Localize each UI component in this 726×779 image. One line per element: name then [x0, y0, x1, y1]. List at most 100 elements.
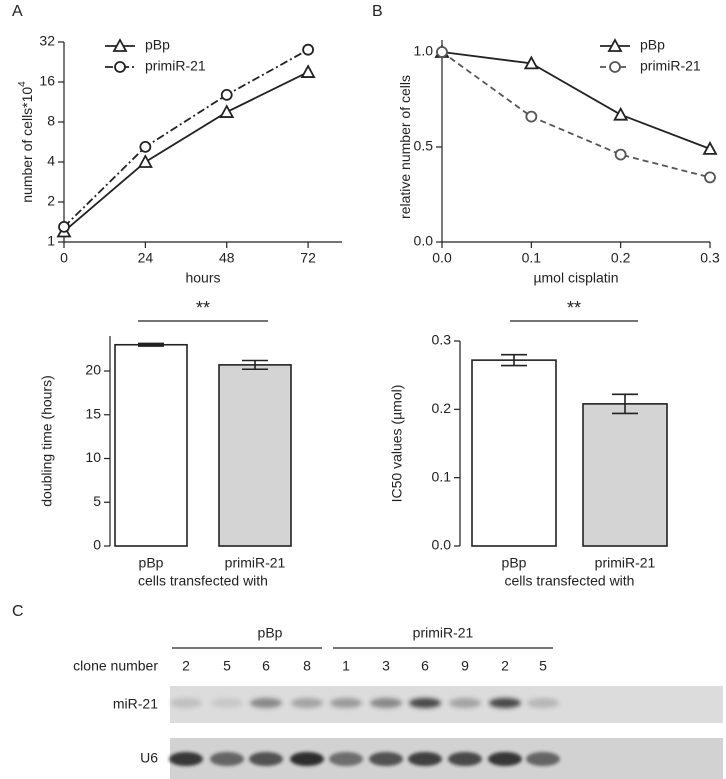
x-tick-label: 24 [138, 250, 154, 266]
marker [614, 148, 627, 161]
legend-label: pBp [640, 37, 665, 53]
marker [525, 110, 538, 123]
x-tick-label: 0.3 [700, 250, 720, 266]
band [169, 752, 203, 766]
y-tick-label: 0.0 [414, 233, 434, 249]
x-axis-label: µmol cisplatin [533, 270, 618, 286]
y-tick-label: 5 [93, 493, 101, 509]
bar [582, 403, 668, 547]
panel-letter: A [12, 3, 23, 20]
y-tick-label: 0.3 [432, 332, 452, 348]
band [210, 752, 244, 766]
clone-number: 3 [382, 658, 390, 674]
marker [220, 88, 233, 101]
band [370, 698, 402, 708]
legend-label: primiR-21 [145, 58, 206, 74]
y-tick-label: 1.0 [414, 43, 434, 59]
y-tick-label: 4 [47, 153, 55, 169]
x-tick-label: 0.0 [432, 250, 452, 266]
y-tick-label: 16 [39, 73, 55, 89]
y-axis-label-text: relative number of cells [397, 75, 413, 219]
x-axis-label: hours [185, 270, 220, 286]
row-label: miR-21 [113, 696, 158, 712]
x-tick-label: 0.2 [611, 250, 631, 266]
band [250, 698, 282, 708]
clone-number: 5 [539, 658, 547, 674]
y-tick-label: 2 [47, 193, 55, 209]
band [291, 698, 323, 708]
marker [302, 43, 314, 56]
marker [436, 46, 448, 58]
marker [613, 106, 629, 121]
panel-letter: C [12, 603, 24, 620]
group-label: pBp [258, 625, 283, 641]
error-bar [242, 359, 268, 371]
significance-label: ** [196, 298, 210, 318]
x-axis-label: cells transfected with [505, 573, 635, 589]
x-tick-label: primiR-21 [595, 555, 656, 571]
clone-number: 1 [342, 658, 350, 674]
bar [471, 359, 557, 547]
marker [704, 171, 716, 184]
y-tick-label: 20 [85, 362, 101, 378]
clone-number: 6 [421, 658, 429, 674]
marker [702, 141, 718, 155]
clone-number: 6 [262, 658, 270, 674]
y-tick-label: 0.2 [432, 400, 452, 416]
panel-letter: B [372, 3, 383, 20]
bar [114, 343, 188, 547]
legend-marker [609, 61, 621, 73]
band [330, 698, 362, 708]
bar [218, 364, 292, 547]
band [488, 752, 522, 766]
marker [137, 154, 153, 168]
error-bar [612, 393, 638, 415]
y-tick-label: 10 [85, 449, 101, 465]
band [329, 752, 363, 766]
marker [219, 104, 235, 118]
band [489, 698, 521, 708]
lanes [169, 698, 560, 766]
legend-label: primiR-21 [640, 58, 701, 74]
clone-number: 2 [182, 658, 190, 674]
y-axis-label: number of cells*104 [17, 81, 35, 203]
y-axis-label: IC50 values (µmol) [389, 385, 405, 503]
clone-number: 5 [223, 658, 231, 674]
row-label: U6 [140, 750, 158, 766]
band [211, 698, 243, 708]
error-bar [138, 342, 164, 347]
y-tick-label: 0.5 [414, 138, 434, 154]
x-tick-label: 48 [219, 250, 235, 266]
y-tick-label: 8 [47, 113, 55, 129]
x-tick-label: primiR-21 [225, 555, 286, 571]
legend-label: pBp [145, 37, 170, 53]
x-tick-label: pBp [139, 555, 164, 571]
series-line [441, 51, 711, 179]
series-line [63, 48, 309, 228]
legend-marker [114, 61, 126, 73]
x-tick-label: 0 [60, 250, 68, 266]
significance-label: ** [567, 298, 581, 318]
clone-label: clone number [73, 658, 158, 674]
y-tick-label: 0.0 [432, 537, 452, 553]
y-tick-label: 1 [47, 233, 55, 249]
clone-number: 2 [501, 658, 509, 674]
y-axis-label: relative number of cells [397, 75, 413, 219]
x-tick-label: 0.1 [522, 250, 542, 266]
blot: pBp primiR-21 clone number miR-21 U6 [73, 625, 723, 779]
y-tick-label: 32 [39, 33, 55, 49]
y-axis-label-superscript: 4 [17, 81, 28, 87]
y-tick-label: 0 [93, 537, 101, 553]
y-axis-label-text: number of cells*10 [19, 87, 35, 203]
y-tick-label: 0.1 [432, 468, 452, 484]
x-axis-label: cells transfected with [138, 573, 268, 589]
band [409, 698, 441, 708]
band [449, 698, 481, 708]
marker [58, 220, 70, 233]
band [526, 752, 560, 766]
band [290, 752, 324, 766]
band [448, 752, 482, 766]
legend-marker [112, 38, 128, 52]
clone-number: 9 [461, 658, 469, 674]
